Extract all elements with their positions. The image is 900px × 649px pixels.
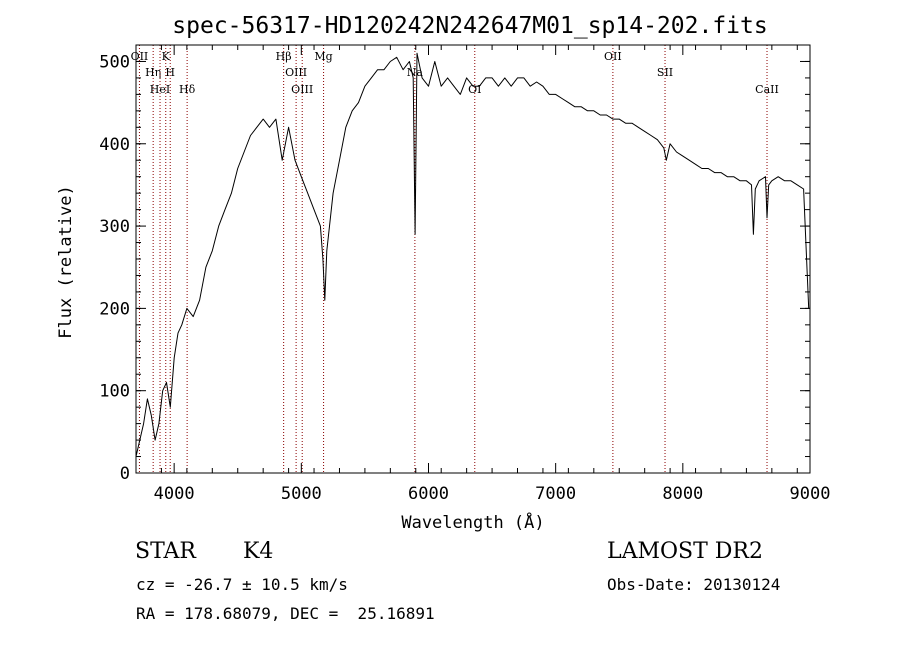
marker-label: Hβ [276, 50, 292, 63]
x-tick-label: 7000 [535, 484, 576, 504]
axes: 4000 5000 6000 7000 8000 9000 0 100 200 300 400 500 [99, 44, 831, 504]
marker-label: CaII [755, 83, 779, 96]
marker-label: Hδ [179, 83, 196, 96]
marker-label: Hη [145, 66, 161, 79]
marker-label: Mg [314, 50, 332, 63]
chart-title: spec-56317-HD120242N242647M01_sp14-202.f… [172, 13, 767, 39]
y-tick-label: 400 [99, 135, 130, 155]
marker-label: OIII [291, 83, 313, 96]
survey-name: LAMOST DR2 [607, 539, 763, 564]
x-tick-label: 9000 [790, 484, 831, 504]
marker-label: K [162, 50, 171, 63]
x-tick-label: 8000 [662, 484, 703, 504]
marker-label: OIII [285, 66, 307, 79]
y-tick-label: 0 [120, 464, 130, 484]
y-tick-label: 100 [99, 382, 130, 402]
y-tick-label: 200 [99, 299, 130, 319]
redshift-readout: cz = -26.7 ± 10.5 km/s [136, 575, 348, 594]
obs-date-readout: Obs-Date: 20130124 [607, 575, 781, 594]
coordinates-readout: RA = 178.68079, DEC = 25.16891 [136, 604, 435, 623]
y-tick-label: 300 [99, 217, 130, 237]
y-tick-label: 500 [99, 52, 130, 72]
x-tick-label: 4000 [154, 484, 195, 504]
x-axis-label: Wavelength (Å) [401, 511, 544, 533]
marker-label: SII [657, 66, 673, 79]
y-axis-label: Flux (relative) [56, 185, 76, 339]
marker-label: OII [131, 50, 149, 63]
spectrum-line [135, 52, 810, 457]
x-tick-label: 6000 [408, 484, 449, 504]
plot-frame [135, 44, 811, 474]
marker-label: HeI [150, 83, 170, 96]
marker-label: H [165, 66, 175, 79]
object-class: STAR [135, 539, 196, 564]
marker-label: OI [468, 83, 481, 96]
marker-label: OII [604, 50, 622, 63]
object-subclass: K4 [243, 539, 274, 564]
x-tick-label: 5000 [281, 484, 322, 504]
spectrum-line-layer [135, 52, 810, 457]
